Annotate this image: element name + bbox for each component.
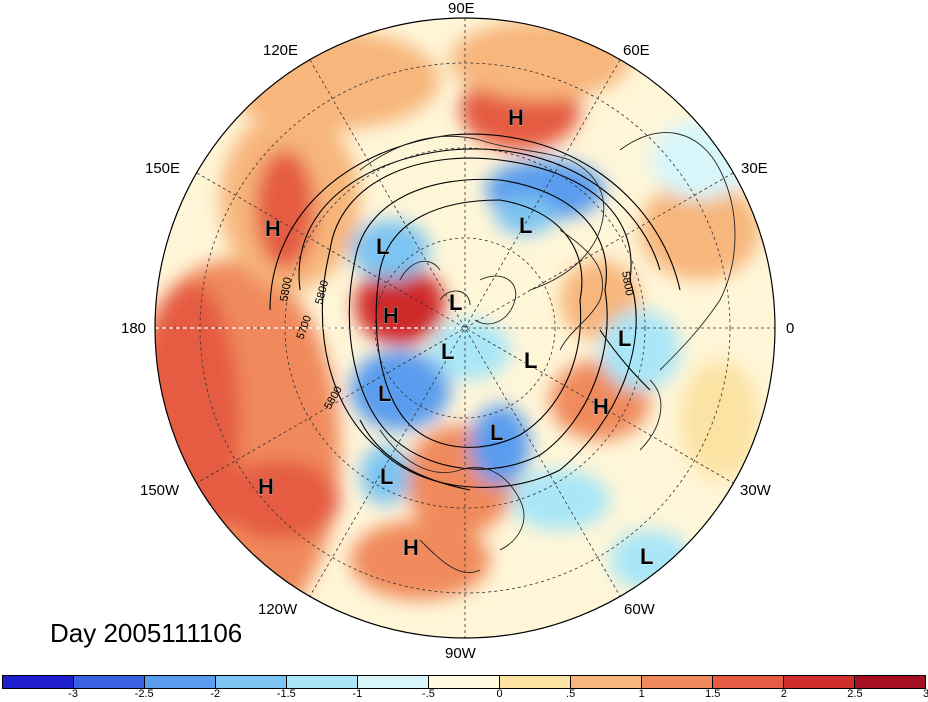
colorbar-tick-label: 2.5 <box>847 688 863 700</box>
lon-label-60w: 60W <box>624 601 656 618</box>
lon-label-120e: 120E <box>263 42 298 59</box>
high-pressure-center: H <box>258 474 274 499</box>
low-pressure-center: L <box>441 339 454 364</box>
high-pressure-center: H <box>508 105 524 130</box>
colorbar-cell <box>571 676 642 688</box>
colorbar-cell <box>642 676 713 688</box>
coastlines <box>359 132 736 574</box>
lon-label-30w: 30W <box>740 482 772 499</box>
colorbar-cell <box>358 676 429 688</box>
pressure-centers: H L H L L H L L L L L H L H L H L <box>258 105 654 570</box>
colorbar-tick-label: 2 <box>780 688 787 700</box>
colorbar-tick-label: 1 <box>638 688 645 700</box>
map-border <box>154 17 776 639</box>
contour-label: 5800 <box>278 276 294 302</box>
lon-label-90w: 90W <box>445 645 477 662</box>
colorbar-cell <box>500 676 571 688</box>
lon-label-150w: 150W <box>140 482 180 499</box>
lon-label-120w: 120W <box>258 601 298 618</box>
colorbar <box>2 675 926 689</box>
colorbar-tick-label: -.5 <box>422 688 435 700</box>
lon-label-150e: 150E <box>145 160 180 177</box>
contour-label: 5800 <box>619 270 635 296</box>
colorbar-tick-label: -2 <box>210 688 221 700</box>
colorbar-tick-label: -3 <box>68 688 78 700</box>
anomaly-field <box>155 18 775 638</box>
map-title: Day 2005111106 <box>50 618 243 648</box>
colorbar-tick-label: .5 <box>566 688 576 700</box>
low-pressure-center: L <box>378 381 391 406</box>
low-pressure-center: L <box>519 213 532 238</box>
colorbar-cell <box>216 676 287 688</box>
colorbar-ticks: -3 -2.5 -2 -1.5 -1 -.5 0 .5 1 1.5 2 2.5 3 <box>2 688 928 702</box>
low-pressure-center: L <box>524 348 537 373</box>
colorbar-cell <box>713 676 784 688</box>
colorbar-tick-label: 0 <box>496 688 503 700</box>
high-pressure-center: H <box>593 394 609 419</box>
low-pressure-center: L <box>376 234 389 259</box>
lon-label-60e: 60E <box>623 42 650 59</box>
high-pressure-center: H <box>265 216 281 241</box>
colorbar-tick-label: 3 <box>922 688 928 700</box>
colorbar-cell <box>287 676 358 688</box>
colorbar-cell <box>855 676 925 688</box>
longitude-labels: 90E 60E 30E 0 30W 60W 90W 120W 150W 180 … <box>121 0 794 662</box>
colorbar-cell <box>145 676 216 688</box>
colorbar-tick-label: -1.5 <box>276 688 296 700</box>
colorbar-cell <box>3 676 74 688</box>
low-pressure-center: L <box>449 290 462 315</box>
low-pressure-center: L <box>380 464 393 489</box>
lon-label-30e: 30E <box>741 160 768 177</box>
lon-label-0: 0 <box>786 320 794 337</box>
lon-label-180: 180 <box>121 320 146 337</box>
low-pressure-center: L <box>618 326 631 351</box>
colorbar-cell <box>429 676 500 688</box>
low-pressure-center: L <box>490 420 503 445</box>
colorbar-tick-label: 1.5 <box>705 688 721 700</box>
colorbar-cell <box>784 676 855 688</box>
colorbar-tick-label: -2.5 <box>134 688 154 700</box>
colorbar-tick-label: -1 <box>352 688 363 700</box>
high-pressure-center: H <box>383 303 399 328</box>
lon-label-90e: 90E <box>448 0 475 17</box>
colorbar-cell <box>74 676 145 688</box>
low-pressure-center: L <box>640 544 653 569</box>
high-pressure-center: H <box>403 535 419 560</box>
polar-map: 5800 5800 5700 5800 5800 H L H L L H L L… <box>121 0 794 662</box>
graticule <box>155 18 775 638</box>
